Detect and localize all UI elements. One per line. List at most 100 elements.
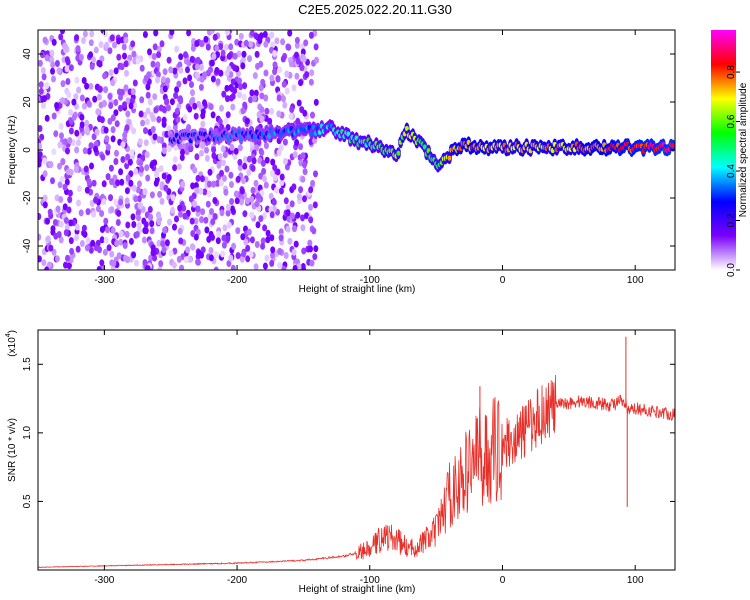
- noise-cell: [204, 154, 210, 162]
- noise-cell: [190, 243, 196, 251]
- noise-cell: [208, 66, 213, 74]
- noise-cell: [143, 221, 149, 229]
- noise-cell: [66, 206, 72, 214]
- noise-cell: [75, 45, 81, 53]
- noise-cell: [276, 110, 282, 118]
- noise-cell: [192, 166, 198, 174]
- noise-cell: [42, 157, 48, 165]
- noise-cell: [96, 266, 102, 270]
- noise-cell: [260, 159, 266, 167]
- noise-cell: [172, 67, 178, 75]
- noise-cell: [158, 165, 164, 173]
- noise-cell: [278, 234, 284, 242]
- noise-cell: [224, 84, 230, 92]
- noise-cell: [289, 106, 295, 113]
- noise-cell: [264, 254, 270, 262]
- noise-cell: [137, 202, 143, 210]
- noise-cell: [128, 179, 134, 187]
- noise-cell: [285, 209, 291, 217]
- noise-cell: [309, 69, 315, 77]
- noise-cell: [149, 227, 155, 235]
- noise-cell: [294, 51, 299, 59]
- noise-cell: [79, 121, 85, 129]
- noise-cell: [54, 60, 60, 67]
- x-tick-label: -100: [360, 275, 380, 286]
- noise-cell: [112, 41, 117, 49]
- noise-cell: [292, 264, 298, 270]
- noise-cell: [137, 180, 142, 188]
- noise-cell: [259, 189, 265, 197]
- noise-cell: [255, 192, 261, 200]
- noise-cell: [303, 39, 309, 47]
- noise-cell: [109, 178, 115, 186]
- noise-cell: [195, 174, 201, 182]
- noise-cell: [116, 252, 122, 260]
- noise-cell: [221, 241, 227, 249]
- noise-cell: [229, 181, 234, 188]
- x-tick-label: 100: [627, 275, 644, 286]
- noise-cell: [241, 93, 247, 101]
- noise-cell: [295, 117, 301, 125]
- noise-cell: [144, 164, 150, 172]
- noise-cell: [198, 83, 204, 91]
- noise-cell: [194, 63, 200, 71]
- snr-multiplier-close: ): [7, 330, 18, 333]
- noise-cell: [109, 34, 115, 42]
- noise-cell: [283, 252, 289, 259]
- noise-cell: [180, 148, 185, 156]
- noise-cell: [51, 112, 57, 120]
- noise-cell: [166, 174, 172, 181]
- noise-cell: [119, 178, 125, 186]
- noise-cell: [53, 130, 59, 138]
- noise-cell: [166, 145, 172, 153]
- noise-cell: [178, 66, 184, 74]
- noise-cell: [233, 190, 239, 198]
- noise-cell: [74, 234, 79, 241]
- noise-cell: [124, 187, 130, 195]
- noise-cell: [122, 52, 127, 60]
- noise-cell: [254, 241, 260, 248]
- noise-cell: [152, 159, 158, 167]
- y-tick-label: -20: [22, 190, 33, 205]
- noise-cell: [42, 170, 48, 178]
- noise-cell: [237, 91, 242, 99]
- noise-cell: [138, 159, 144, 167]
- noise-cell: [302, 195, 307, 203]
- noise-cell: [85, 208, 91, 216]
- noise-cell: [48, 160, 54, 168]
- noise-cell: [153, 106, 159, 114]
- spectrogram-x-label: Height of straight line (km): [299, 284, 416, 295]
- noise-cell: [296, 99, 302, 107]
- noise-cell: [41, 73, 47, 81]
- noise-cell: [144, 151, 150, 159]
- noise-cell: [155, 61, 161, 69]
- noise-cell: [241, 177, 246, 185]
- noise-cell: [74, 146, 80, 154]
- noise-cell: [81, 224, 87, 232]
- noise-cell: [180, 180, 186, 188]
- noise-cell: [242, 210, 248, 218]
- x-tick-label: -300: [94, 575, 114, 586]
- noise-cell: [190, 44, 196, 52]
- noise-cell: [77, 185, 82, 193]
- noise-cell: [278, 144, 284, 152]
- noise-cell: [74, 129, 80, 137]
- noise-cell: [219, 169, 224, 177]
- spectrogram-cells: [38, 30, 675, 270]
- noise-cell: [237, 158, 243, 166]
- noise-cell: [209, 59, 215, 67]
- noise-cell: [161, 142, 167, 150]
- noise-cell: [164, 98, 170, 105]
- colorbar-tick-label: 0.8: [726, 65, 737, 79]
- noise-cell: [237, 77, 242, 85]
- noise-cell: [118, 104, 123, 112]
- noise-cell: [240, 107, 246, 115]
- noise-cell: [136, 195, 142, 203]
- noise-cell: [145, 83, 151, 91]
- noise-cell: [208, 254, 214, 262]
- noise-cell: [185, 246, 191, 254]
- noise-cell: [200, 120, 206, 128]
- noise-cell: [304, 212, 309, 220]
- signal-cell: [404, 125, 409, 132]
- noise-cell: [172, 123, 178, 131]
